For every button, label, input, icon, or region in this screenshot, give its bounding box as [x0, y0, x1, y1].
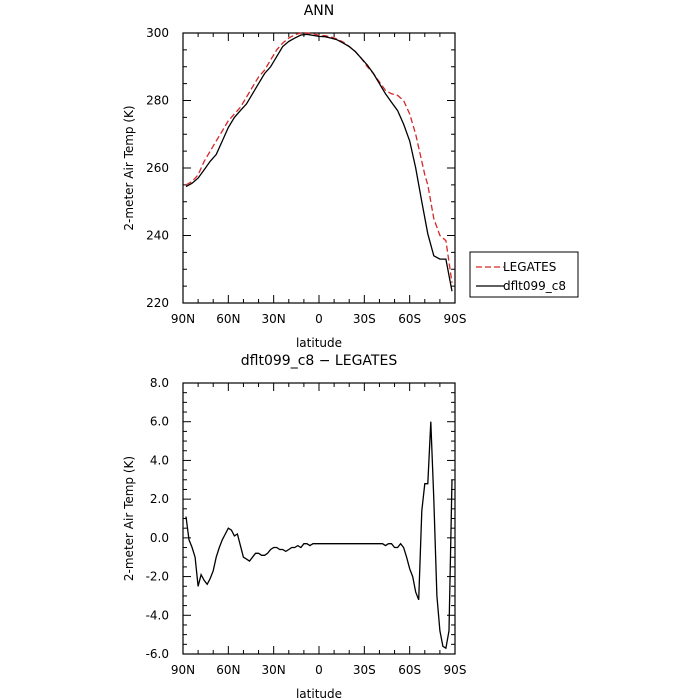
plot-frame — [182, 32, 456, 304]
bottom-panel-difference: dflt099_c8 − LEGATES latitude 2-meter Air … — [122, 353, 466, 700]
x-tick-label: 30N — [262, 663, 286, 677]
y-tick-label: 2.0 — [150, 492, 169, 506]
x-tick-label: 30S — [353, 663, 376, 677]
y-tick-label: 0.0 — [150, 531, 169, 545]
legend: LEGATES dflt099_c8 — [469, 251, 579, 298]
y-tick-label: 4.0 — [150, 453, 169, 467]
x-tick-label: 90S — [444, 663, 467, 677]
x-tick-label: 30N — [262, 312, 286, 326]
x-axis-label: latitude — [296, 687, 342, 700]
x-tick-label: 90N — [171, 663, 195, 677]
x-tick-label: 90N — [171, 312, 195, 326]
legend-label-1: dflt099_c8 — [503, 279, 566, 293]
y-tick-label: 260 — [146, 161, 169, 175]
x-axis-label: latitude — [296, 336, 342, 350]
series-line-dflt099-c8 — [185, 33, 453, 292]
legend-label-0: LEGATES — [503, 260, 556, 274]
chart-title: ANN — [304, 3, 335, 19]
legend-box — [469, 251, 579, 298]
chart-title: dflt099_c8 − LEGATES — [241, 353, 398, 369]
x-tick-label: 30S — [353, 312, 376, 326]
y-axis-label: 2-meter Air Temp (K) — [122, 456, 136, 581]
y-tick-label: 220 — [146, 296, 169, 310]
x-tick-label: 0 — [315, 663, 323, 677]
x-tick-label: 60N — [216, 663, 240, 677]
x-tick-label: 60S — [398, 312, 421, 326]
x-tick-label: 90S — [444, 312, 467, 326]
x-tick-label: 0 — [315, 312, 323, 326]
top-panel-annual-temperature: ANN latitude 2-meter Air Temp (K) 90N 60N 30N… — [122, 3, 466, 350]
y-tick-label: -2.0 — [146, 570, 169, 584]
y-tick-label: 6.0 — [150, 415, 169, 429]
series-line-legates — [185, 32, 453, 283]
y-tick-label: -4.0 — [146, 608, 169, 622]
y-tick-label: 240 — [146, 229, 169, 243]
series-line-difference — [185, 421, 453, 650]
plot-frame — [182, 382, 456, 655]
x-tick-label: 60N — [216, 312, 240, 326]
y-tick-label: 8.0 — [150, 376, 169, 390]
y-tick-label: 300 — [146, 26, 169, 40]
x-tick-label: 60S — [398, 663, 421, 677]
y-tick-label: -6.0 — [146, 647, 169, 661]
y-tick-label: 280 — [146, 94, 169, 108]
y-axis-label: 2-meter Air Temp (K) — [122, 105, 136, 230]
